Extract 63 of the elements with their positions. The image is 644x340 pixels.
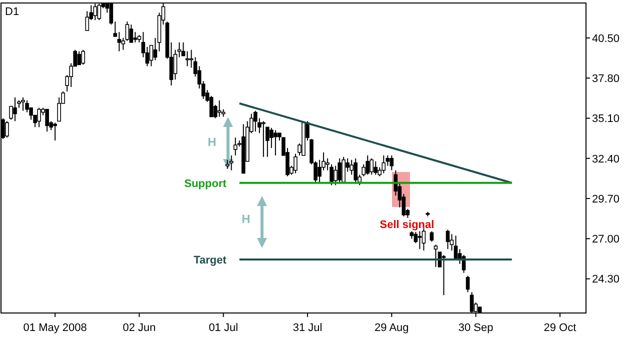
candlestick [57, 96, 61, 122]
candlestick [53, 122, 57, 142]
candlestick [93, 3, 98, 21]
candlestick [466, 275, 470, 293]
x-tick-label: 29 Oct [544, 322, 576, 334]
annotation: Sell signal [380, 219, 434, 231]
candlestick [442, 254, 446, 296]
x-tick-label: 30 Sep [458, 322, 494, 334]
candlestick [434, 244, 438, 268]
candlestick [254, 110, 258, 132]
candlestick [370, 158, 374, 176]
candlestick [5, 120, 9, 138]
candlestick [430, 230, 434, 242]
candlestick [338, 158, 342, 184]
x-tick-label: 31 Jul [292, 322, 322, 334]
y-tick-label: 35.10 [592, 113, 620, 126]
chart-title: D1 [5, 6, 20, 18]
candlestick [149, 44, 154, 67]
y-tick-label: 24.30 [592, 274, 620, 286]
candlestick [1, 118, 5, 140]
candlestick [342, 156, 346, 183]
candlestick [229, 154, 234, 171]
candlestick [97, 3, 102, 21]
candlestick [37, 107, 41, 128]
candlestick [446, 229, 450, 250]
annotation: H [208, 135, 216, 149]
candlestick [374, 160, 378, 176]
candlestick [438, 252, 442, 268]
candlestick [390, 154, 394, 171]
candlestick [262, 120, 266, 158]
candlestick [145, 46, 150, 67]
candlestick [274, 130, 278, 156]
candlestick [129, 24, 134, 43]
candlestick [25, 100, 29, 113]
y-tick-label: 37.80 [592, 72, 620, 85]
y-tick-label: 29.70 [592, 193, 620, 206]
candlestick [294, 153, 298, 174]
candlestick [133, 31, 138, 43]
candlestick [382, 154, 386, 174]
candlestick [181, 42, 186, 56]
candlestick [13, 96, 17, 122]
candlestick [21, 96, 25, 112]
candlestick [45, 108, 49, 132]
x-tick-label: 01 Jul [208, 322, 238, 334]
candlestick [418, 230, 422, 250]
candlestick [354, 158, 358, 183]
x-tick-label: 01 May 2008 [23, 322, 87, 334]
candlestick [125, 21, 130, 42]
annotation: Support [184, 178, 227, 190]
y-tick-label: 40.50 [592, 32, 620, 45]
y-tick-label: 27.00 [592, 234, 620, 246]
candlestick [233, 137, 238, 156]
annotation: H [242, 212, 250, 226]
candlestick [117, 31, 122, 52]
annotation: Target [194, 254, 227, 266]
candlestick [81, 49, 86, 66]
y-tick-label: 32.40 [592, 153, 620, 166]
candlestick [77, 50, 82, 66]
candlestick [217, 100, 222, 118]
candlestick [470, 292, 474, 313]
x-tick-label: 29 Aug [374, 322, 409, 334]
x-tick-label: 02 Jun [122, 322, 156, 334]
candlestick [366, 154, 370, 176]
